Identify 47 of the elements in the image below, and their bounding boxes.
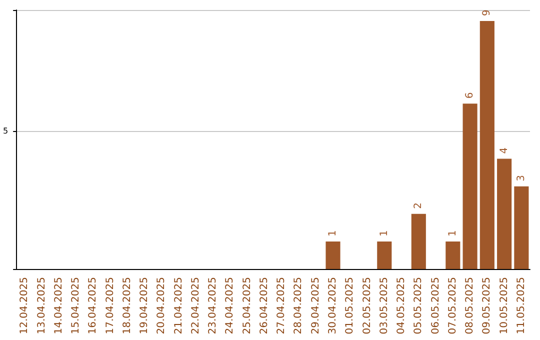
bar xyxy=(411,214,426,269)
x-tick-label: 12.04.2025 xyxy=(19,277,30,334)
x-tick-label: 04.05.2025 xyxy=(396,277,408,334)
bar xyxy=(446,241,460,269)
x-tick-label: 26.04.2025 xyxy=(258,277,270,334)
y-tick-label: 5 xyxy=(2,126,8,136)
data-label: 3 xyxy=(516,174,527,182)
x-tick-label: 28.04.2025 xyxy=(293,277,304,334)
x-tick-label: 18.04.2025 xyxy=(122,277,133,334)
x-tick-label: 21.04.2025 xyxy=(173,277,184,334)
x-tick-label: 29.04.2025 xyxy=(310,277,322,334)
data-label: 9 xyxy=(482,10,493,16)
x-tick-label: 11.05.2025 xyxy=(516,277,527,334)
bar xyxy=(462,104,478,269)
bar xyxy=(514,186,529,269)
x-tick-label: 09.05.2025 xyxy=(482,277,493,334)
x-tick-label: 27.04.2025 xyxy=(276,277,288,334)
x-tick-label: 07.05.2025 xyxy=(447,277,458,334)
x-tick-label: 20.04.2025 xyxy=(156,277,168,334)
x-tick-label: 22.04.2025 xyxy=(190,277,202,334)
data-label: 6 xyxy=(464,92,476,99)
data-label: 2 xyxy=(413,202,424,209)
bar xyxy=(497,158,512,269)
x-tick-label: 24.04.2025 xyxy=(224,277,236,334)
x-tick-label: 17.04.2025 xyxy=(104,277,116,334)
x-tick-label: 25.04.2025 xyxy=(242,277,253,334)
data-label: 1 xyxy=(328,230,338,236)
x-tick-label: 03.05.2025 xyxy=(378,277,390,334)
x-tick-label: 10.05.2025 xyxy=(498,277,510,334)
x-tick-label: 13.04.2025 xyxy=(36,277,48,334)
x-tick-label: 23.04.2025 xyxy=(208,277,219,334)
x-tick-label: 06.05.2025 xyxy=(430,277,442,334)
data-label: 1 xyxy=(447,230,458,236)
x-tick-label: 05.05.2025 xyxy=(413,277,424,334)
x-tick-label: 01.05.2025 xyxy=(344,277,356,334)
data-label: 1 xyxy=(378,230,390,236)
x-tick-label: 19.04.2025 xyxy=(139,277,150,334)
x-tick-label: 15.04.2025 xyxy=(70,277,82,334)
bar xyxy=(377,241,392,269)
bar xyxy=(326,241,340,269)
x-tick-label: 16.04.2025 xyxy=(88,277,99,334)
data-label: 4 xyxy=(498,147,510,154)
bar xyxy=(480,21,494,269)
x-tick-label: 02.05.2025 xyxy=(362,277,373,334)
x-tick-label: 08.05.2025 xyxy=(464,277,476,334)
x-tick-label: 14.04.2025 xyxy=(53,277,64,334)
x-tick-label: 30.04.2025 xyxy=(328,277,338,334)
